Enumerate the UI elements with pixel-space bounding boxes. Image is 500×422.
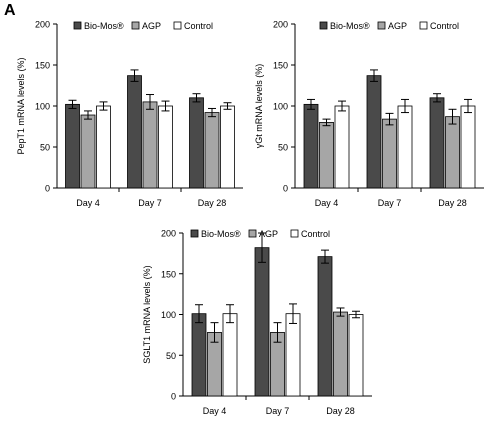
- y-tick-label: 100: [35, 102, 50, 112]
- bar-bio-mos: [189, 97, 204, 189]
- bar-control: [460, 105, 476, 189]
- x-tick-label: Day 7: [138, 198, 162, 208]
- y-tick-label: 50: [166, 351, 176, 361]
- x-tick-label: Day 7: [266, 406, 290, 416]
- legend-label-agp: AGP: [388, 21, 407, 31]
- legend-label-bio-mos: Bio-Mos®: [201, 229, 241, 239]
- y-tick-label: 100: [161, 310, 176, 320]
- y-tick-label: 100: [273, 102, 288, 112]
- bar-agp: [319, 122, 334, 189]
- bar-bio-mos: [127, 75, 142, 189]
- x-tick-label: Day 4: [203, 406, 227, 416]
- bar-bio-mos: [366, 75, 382, 189]
- y-tick-label: 0: [171, 392, 176, 402]
- bar-bio-mos: [317, 256, 333, 397]
- y-tick-label: 0: [283, 184, 288, 194]
- bar-control: [334, 105, 350, 189]
- x-tick-label: Day 7: [378, 198, 402, 208]
- bar-bio-mos: [303, 103, 319, 189]
- y-axis-label: γGt mRNA levels (%): [254, 64, 264, 149]
- bar-agp: [204, 112, 220, 189]
- legend-label-bio-mos: Bio-Mos®: [330, 21, 370, 31]
- y-tick-label: 200: [35, 20, 50, 30]
- legend-swatch-bio-mos: [190, 229, 199, 238]
- bar-bio-mos: [254, 247, 270, 397]
- y-tick-label: 150: [35, 61, 50, 71]
- bar-control: [397, 105, 413, 189]
- bar-bio-mos: [65, 103, 80, 189]
- bar-control: [285, 313, 301, 397]
- legend-label-control: Control: [301, 229, 330, 239]
- legend-swatch-control: [419, 21, 428, 30]
- bar-agp: [333, 311, 348, 397]
- y-tick-label: 50: [278, 143, 288, 153]
- y-tick-label: 0: [45, 184, 50, 194]
- legend-swatch-agp: [248, 229, 257, 238]
- y-tick-label: 150: [273, 61, 288, 71]
- x-tick-label: Day 28: [438, 198, 467, 208]
- bar-control: [348, 314, 364, 397]
- bar-agp: [80, 114, 96, 189]
- x-tick-label: Day 4: [76, 198, 100, 208]
- panel-label: A: [4, 2, 16, 19]
- bar-agp: [382, 118, 397, 189]
- y-tick-label: 50: [40, 143, 50, 153]
- bar-control: [96, 105, 111, 189]
- bar-control: [222, 313, 238, 397]
- bar-bio-mos: [429, 97, 445, 189]
- legend-swatch-bio-mos: [319, 21, 328, 30]
- legend-label-control: Control: [184, 21, 213, 31]
- legend-label-agp: AGP: [259, 229, 278, 239]
- y-tick-label: 200: [161, 229, 176, 239]
- x-tick-label: Day 4: [315, 198, 339, 208]
- legend-label-agp: AGP: [142, 21, 161, 31]
- chart-sglt1: 0 50 100 150 200 SGLT1 mRNA levels (%) Day 4 Da…: [142, 229, 372, 416]
- chart-pept1: 0 50 100 150 200 PepT1 mRNA levels (%) Day 4 Da…: [16, 20, 243, 208]
- legend-label-control: Control: [430, 21, 459, 31]
- x-tick-label: Day 28: [326, 406, 355, 416]
- bar-agp: [445, 116, 460, 189]
- x-tick-label: Day 28: [198, 198, 227, 208]
- bar-control: [158, 105, 173, 189]
- bar-bio-mos: [191, 313, 207, 397]
- legend-swatch-bio-mos: [73, 21, 82, 30]
- bar-control: [220, 105, 235, 189]
- y-axis-label: SGLT1 mRNA levels (%): [142, 265, 152, 363]
- bar-agp: [142, 101, 158, 189]
- chart-ggt: 0 50 100 150 200 γGt mRNA levels (%) Day 4 Day …: [254, 20, 484, 208]
- legend-swatch-agp: [377, 21, 386, 30]
- legend-swatch-agp: [131, 21, 140, 30]
- legend-swatch-control: [173, 21, 182, 30]
- y-axis-label: PepT1 mRNA levels (%): [16, 57, 26, 154]
- legend-label-bio-mos: Bio-Mos®: [84, 21, 124, 31]
- y-tick-label: 150: [161, 269, 176, 279]
- legend-swatch-control: [290, 229, 299, 238]
- y-tick-label: 200: [273, 20, 288, 30]
